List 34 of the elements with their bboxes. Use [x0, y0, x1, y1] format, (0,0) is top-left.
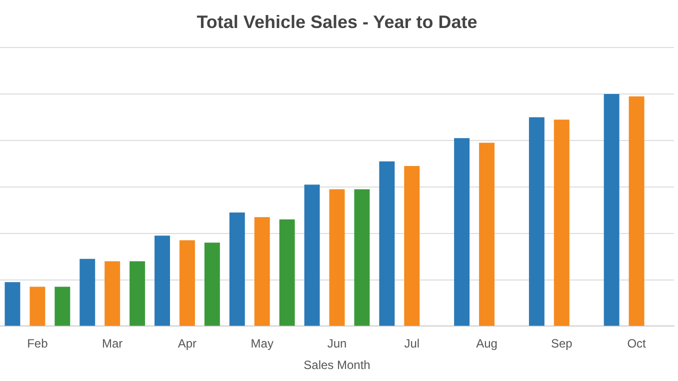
- bar: [304, 184, 320, 326]
- bar: [329, 189, 345, 326]
- bar: [154, 236, 170, 326]
- bar: [130, 261, 146, 326]
- x-axis-title: Sales Month: [304, 358, 370, 372]
- x-tick-label: Aug: [476, 336, 498, 351]
- x-tick-label: Jun: [327, 336, 347, 351]
- bar: [628, 96, 644, 326]
- bar: [279, 219, 295, 326]
- bar: [104, 261, 120, 326]
- x-tick-label: Apr: [178, 336, 197, 351]
- bar: [80, 258, 96, 326]
- bar: [354, 189, 370, 326]
- bar: [229, 212, 245, 326]
- bar: [479, 142, 495, 326]
- bar: [604, 94, 620, 326]
- x-tick-label: May: [250, 336, 274, 351]
- x-tick-label: Feb: [27, 336, 48, 351]
- bar: [379, 161, 395, 326]
- bar: [4, 282, 20, 326]
- x-tick-label: Sep: [550, 336, 573, 351]
- x-tick-label: Jul: [404, 336, 420, 351]
- bar: [204, 242, 220, 326]
- bar: [554, 120, 570, 326]
- bar: [30, 286, 46, 326]
- x-tick-label: Oct: [627, 336, 647, 351]
- bar: [404, 166, 420, 326]
- bar: [54, 286, 70, 326]
- bar: [254, 217, 270, 326]
- bar: [179, 240, 195, 326]
- chart-title: Total Vehicle Sales - Year to Date: [196, 12, 478, 32]
- bar: [454, 138, 470, 326]
- bar: [528, 117, 544, 326]
- x-tick-label: Mar: [102, 336, 123, 351]
